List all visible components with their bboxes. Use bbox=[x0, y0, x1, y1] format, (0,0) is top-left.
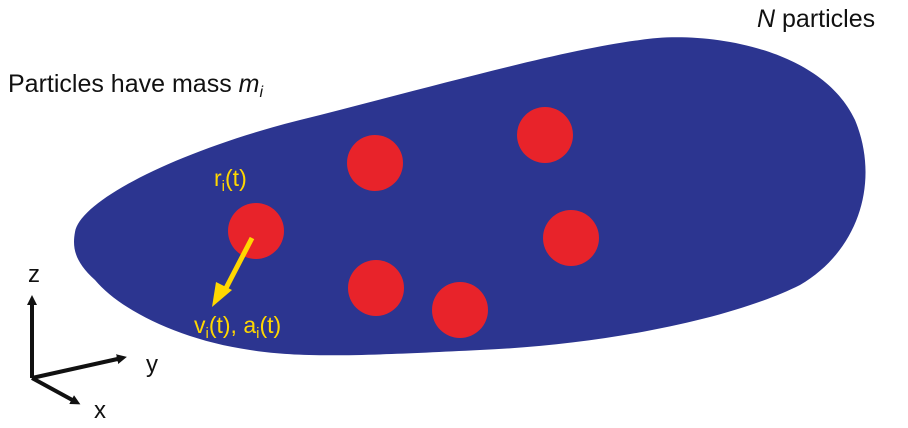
y-axis bbox=[32, 358, 122, 378]
position-label: ri(t) bbox=[214, 165, 247, 195]
velocity-base: v bbox=[194, 312, 206, 338]
mass-label: Particles have mass mi bbox=[8, 70, 263, 101]
particle bbox=[348, 260, 404, 316]
acceleration-tail: (t) bbox=[259, 312, 281, 338]
position-tail: (t) bbox=[225, 165, 247, 191]
velocity-mid: (t), a bbox=[209, 312, 256, 338]
y-axis-label: y bbox=[146, 351, 158, 378]
particle bbox=[543, 210, 599, 266]
particle bbox=[432, 282, 488, 338]
x-axis bbox=[32, 378, 76, 402]
z-axis-label: z bbox=[28, 261, 40, 288]
particle-count-symbol: N bbox=[757, 5, 776, 33]
particle-count-label: N particles bbox=[757, 5, 875, 33]
particle bbox=[347, 135, 403, 191]
particle bbox=[517, 107, 573, 163]
mass-text: Particles have mass bbox=[8, 70, 239, 98]
mass-symbol: m bbox=[239, 70, 260, 98]
particle-tracked bbox=[228, 203, 284, 259]
mass-subscript: i bbox=[259, 84, 263, 101]
particle-count-text: particles bbox=[775, 5, 875, 33]
x-axis-label: x bbox=[94, 397, 106, 423]
